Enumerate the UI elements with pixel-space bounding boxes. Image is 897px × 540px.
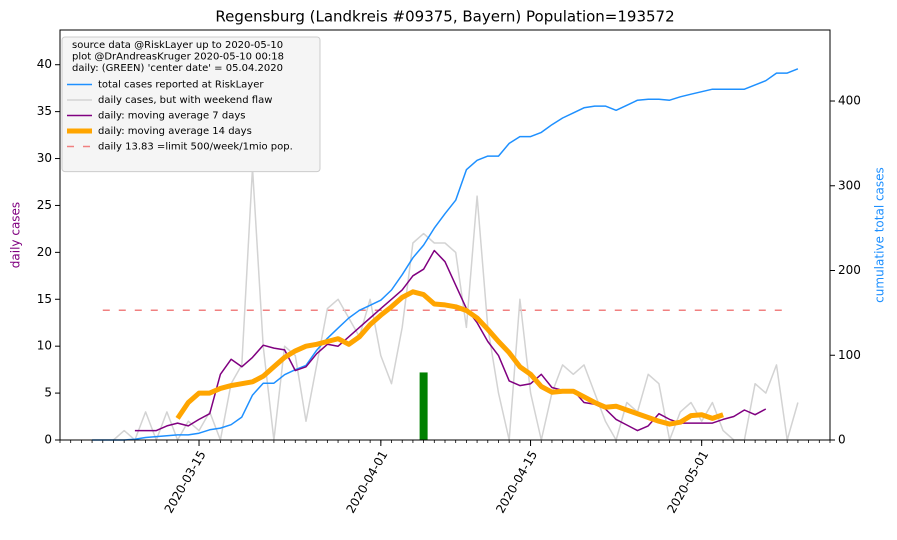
y2-axis-label: cumulative total cases [873, 167, 887, 303]
y2-tick-label: 0 [838, 433, 846, 447]
legend-label: daily cases, but with weekend flaw [98, 95, 272, 106]
legend-label: daily: moving average 14 days [98, 126, 252, 137]
legend-header: source data @RiskLayer up to 2020-05-10 [72, 40, 283, 51]
y2-tick-label: 400 [838, 94, 861, 108]
y2-tick-label: 100 [838, 348, 861, 362]
chart-title: Regensburg (Landkreis #09375, Bayern) Po… [215, 8, 674, 26]
y-tick-label: 25 [37, 198, 52, 212]
legend-box [61, 36, 321, 173]
legend-header: plot @DrAndreasKruger 2020-05-10 00:18 [72, 52, 284, 63]
series-line [92, 68, 799, 441]
center-date-bar [419, 372, 428, 440]
series-line [175, 289, 724, 427]
y2-tick-label: 300 [838, 178, 861, 192]
y-tick-label: 5 [44, 386, 52, 400]
plot-frame [59, 29, 831, 441]
y-tick-label: 0 [44, 433, 52, 447]
series-line [113, 167, 799, 441]
y-tick-label: 30 [37, 151, 52, 165]
legend-header: daily: (GREEN) 'center date' = 05.04.202… [72, 63, 283, 74]
y-tick-label: 35 [37, 104, 52, 118]
y-tick-label: 40 [37, 57, 52, 71]
legend-label: daily 13.83 =limit 500/week/1mio pop. [98, 142, 293, 153]
series-line [134, 249, 767, 432]
y-tick-label: 20 [37, 245, 52, 259]
legend-label: total cases reported at RiskLayer [98, 80, 264, 91]
legend: source data @RiskLayer up to 2020-05-10p… [61, 36, 321, 173]
y-tick-label: 15 [37, 292, 52, 306]
y2-tick-label: 200 [838, 263, 861, 277]
legend-label: daily: moving average 7 days [98, 111, 245, 122]
y-axis-label: daily cases [9, 202, 23, 268]
y-tick-label: 10 [37, 339, 52, 353]
